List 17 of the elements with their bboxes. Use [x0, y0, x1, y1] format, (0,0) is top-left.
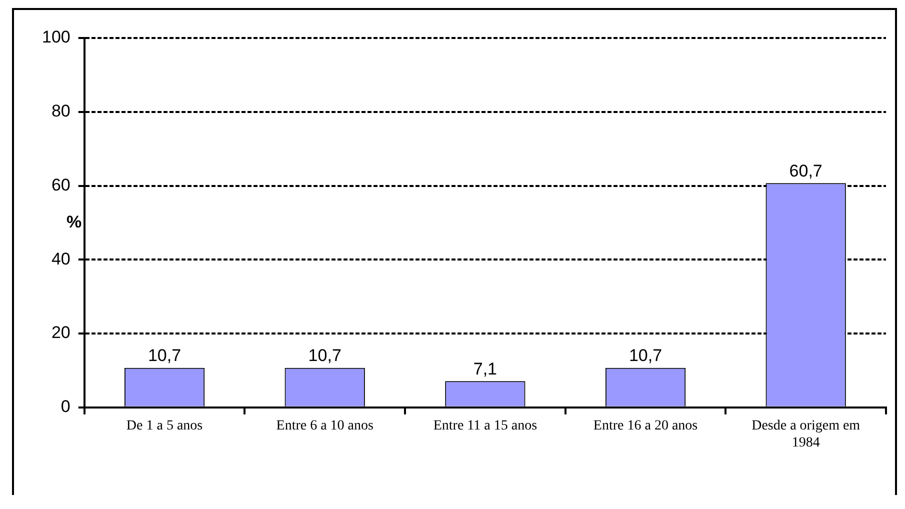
x-tick-label: Desde a origem em 1984	[752, 418, 860, 450]
data-label: 7,1	[473, 359, 497, 378]
x-tick-label: Entre 6 a 10 anos	[276, 418, 374, 434]
y-tick-label: 40	[51, 249, 70, 268]
x-tick-label: Entre 16 a 20 anos	[593, 418, 698, 434]
x-tick-label: Entre 11 a 15 anos	[433, 418, 538, 434]
y-tick-label: 60	[51, 175, 70, 194]
y-tick-label: 80	[51, 102, 70, 121]
data-label: 10,7	[628, 346, 662, 366]
y-tick-label: 20	[51, 323, 70, 342]
data-label: 10,7	[308, 346, 342, 366]
x-tick-label: De 1 a 5 anos	[126, 418, 203, 434]
data-label: 10,7	[148, 346, 182, 366]
y-axis-title: %	[66, 212, 82, 232]
y-tick-label: 0	[60, 397, 70, 416]
y-tick-label: 100	[42, 28, 70, 47]
data-label: 60,7	[789, 161, 822, 180]
